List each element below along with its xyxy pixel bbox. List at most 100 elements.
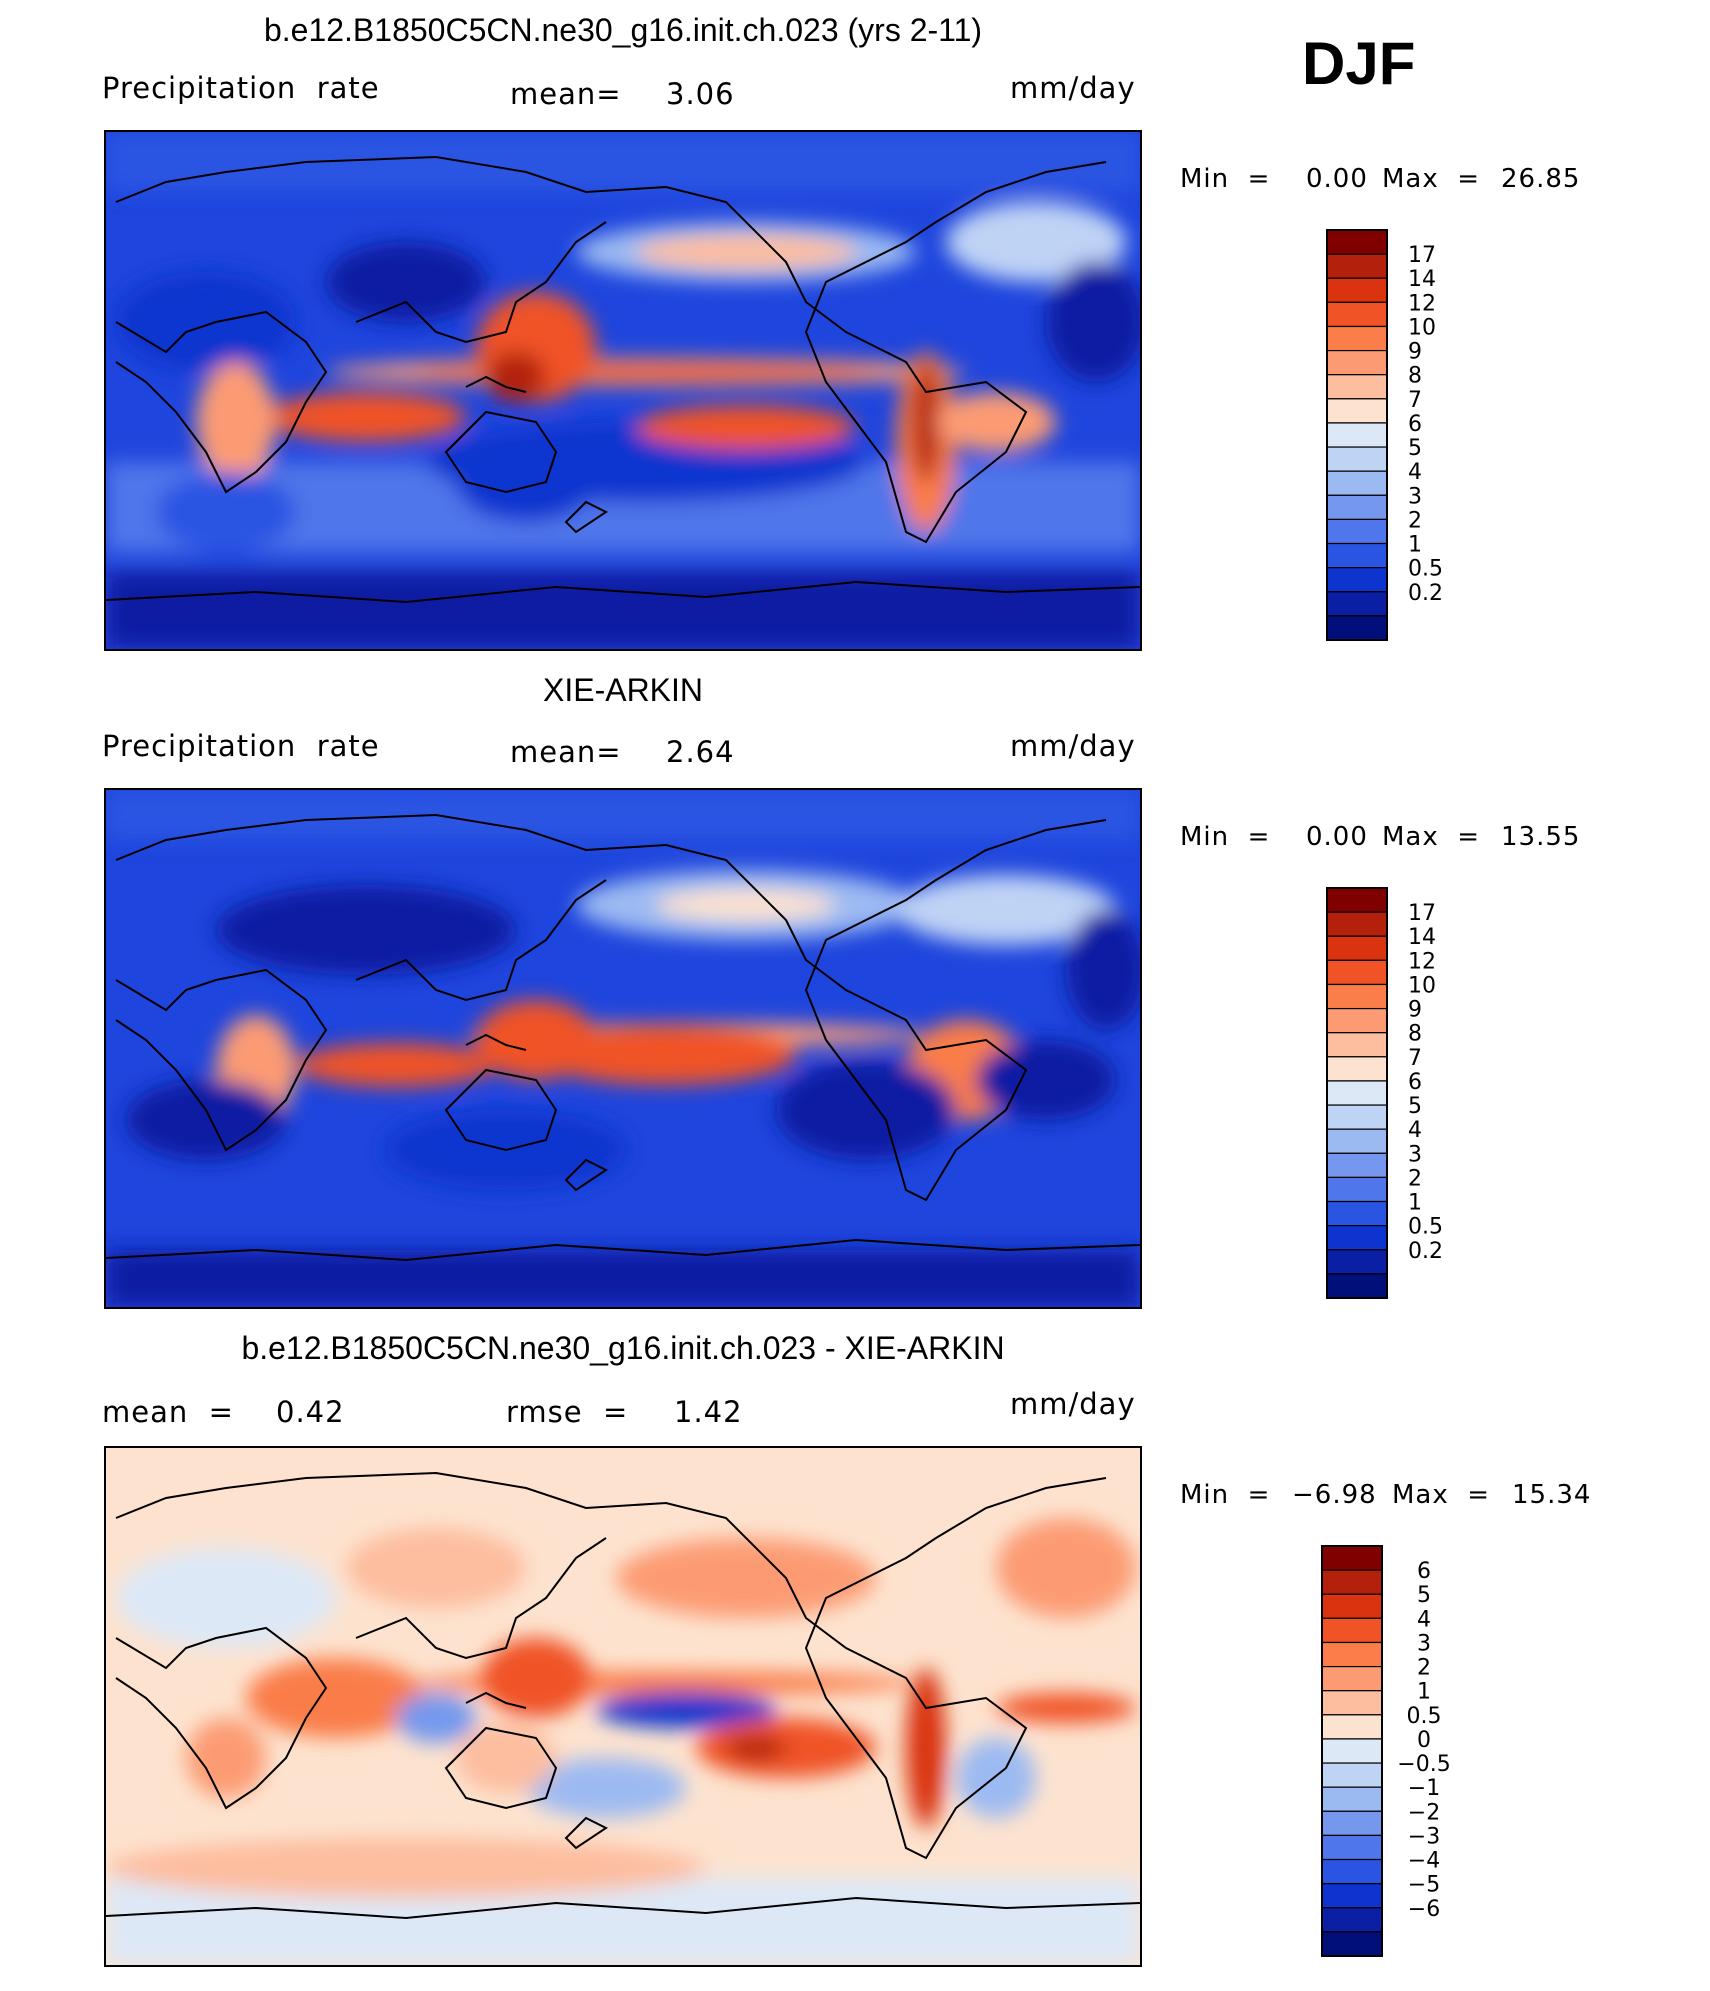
colorbar-tick-label: 10 bbox=[1408, 315, 1436, 340]
colorbar-tick-label: 2 bbox=[1408, 1166, 1422, 1191]
colorbar-swatch bbox=[1326, 887, 1388, 913]
panel3-units: mm/day bbox=[1010, 1387, 1136, 1421]
colorbar-tick-label: 0 bbox=[1417, 1728, 1431, 1753]
colorbar-tick-label: 0.2 bbox=[1408, 1239, 1443, 1264]
colorbar-frame bbox=[1326, 887, 1388, 1299]
panel1-units: mm/day bbox=[1010, 71, 1136, 105]
colorbar-tick-label: 0.5 bbox=[1408, 557, 1443, 582]
colorbar-swatch bbox=[1321, 1617, 1383, 1644]
colorbar-swatch bbox=[1326, 983, 1388, 1010]
colorbar-swatch bbox=[1321, 1738, 1383, 1764]
panel2-min-value: 0.00 bbox=[1306, 822, 1368, 852]
panel2-min-label: Min = bbox=[1180, 822, 1271, 852]
panel2-variable-label: Precipitation rate bbox=[102, 729, 380, 763]
colorbar-swatch bbox=[1326, 1273, 1388, 1299]
panel3-min-value: −6.98 bbox=[1292, 1480, 1377, 1510]
colorbar-tick-label: 2 bbox=[1408, 508, 1422, 533]
colorbar-swatch bbox=[1321, 1762, 1383, 1788]
colorbar-tick-label: 9 bbox=[1408, 340, 1422, 365]
colorbar-tick-label: 17 bbox=[1408, 901, 1436, 926]
colorbar-swatch bbox=[1326, 301, 1388, 328]
colorbar-tick-label: 12 bbox=[1408, 949, 1436, 974]
panel1-precip-field bbox=[106, 132, 1140, 649]
colorbar-tick-label: −2 bbox=[1408, 1800, 1440, 1825]
panel3-rmse-value: 1.42 bbox=[674, 1395, 743, 1429]
colorbar-swatch bbox=[1326, 567, 1388, 593]
colorbar-tick-label: −3 bbox=[1408, 1824, 1440, 1849]
colorbar-swatch bbox=[1326, 1152, 1388, 1179]
panel1-max-label: Max = bbox=[1382, 164, 1481, 194]
colorbar-swatch bbox=[1326, 470, 1388, 496]
colorbar-swatch bbox=[1326, 229, 1388, 255]
panel2-mean-label: mean= bbox=[510, 735, 622, 769]
colorbar-swatch bbox=[1326, 518, 1388, 545]
colorbar-swatch bbox=[1326, 542, 1388, 569]
panel1-min-value: 0.00 bbox=[1306, 164, 1368, 194]
colorbar-swatch bbox=[1321, 1858, 1383, 1885]
colorbar-swatch bbox=[1326, 615, 1388, 641]
colorbar-tick-label: −5 bbox=[1408, 1873, 1440, 1898]
colorbar-swatch bbox=[1321, 1834, 1383, 1861]
colorbar-swatch bbox=[1321, 1641, 1383, 1668]
panel3-max-value: 15.34 bbox=[1512, 1480, 1592, 1510]
colorbar-tick-label: 6 bbox=[1417, 1559, 1431, 1584]
colorbar-tick-label: 4 bbox=[1417, 1607, 1431, 1632]
colorbar-swatch bbox=[1326, 325, 1388, 352]
colorbar-tick-label: 3 bbox=[1408, 484, 1422, 509]
colorbar-tick-label: 3 bbox=[1417, 1631, 1431, 1656]
panel2-map bbox=[104, 788, 1142, 1309]
panel3-mean-value: 0.42 bbox=[276, 1395, 345, 1429]
panel1-mean-value: 3.06 bbox=[666, 77, 735, 111]
panel1-title: b.e12.B1850C5CN.ne30_g16.init.ch.023 (yr… bbox=[263, 12, 983, 48]
colorbar-swatch bbox=[1326, 422, 1388, 448]
colorbar-frame bbox=[1321, 1545, 1383, 1957]
colorbar-tick-label: 5 bbox=[1408, 1094, 1422, 1119]
panel2-mean-value: 2.64 bbox=[666, 735, 735, 769]
colorbar-swatch bbox=[1326, 1032, 1388, 1058]
colorbar-tick-label: 6 bbox=[1408, 412, 1422, 437]
colorbar-tick-label: 2 bbox=[1417, 1656, 1431, 1681]
panel3-max-label: Max = bbox=[1392, 1480, 1491, 1510]
colorbar-swatch bbox=[1326, 349, 1388, 376]
colorbar-swatch bbox=[1326, 591, 1388, 617]
panel1-mean-label: mean= bbox=[510, 77, 622, 111]
panel1-map-svg bbox=[106, 132, 1140, 649]
colorbar-tick-label: 4 bbox=[1408, 1118, 1422, 1143]
colorbar-swatch bbox=[1326, 277, 1388, 303]
colorbar-swatch bbox=[1326, 1080, 1388, 1106]
panel1-min-label: Min = bbox=[1180, 164, 1271, 194]
colorbar-swatch bbox=[1326, 935, 1388, 961]
colorbar-swatch bbox=[1321, 1931, 1383, 1957]
colorbar-tick-label: −0.5 bbox=[1397, 1752, 1450, 1777]
panel2-precip-field bbox=[106, 790, 1140, 1307]
colorbar-swatch bbox=[1321, 1883, 1383, 1909]
colorbar-tick-label: 7 bbox=[1408, 388, 1422, 413]
colorbar-swatch bbox=[1326, 398, 1388, 424]
colorbar-swatch bbox=[1326, 253, 1388, 279]
colorbar-tick-label: 17 bbox=[1408, 243, 1436, 268]
panel3-coastlines bbox=[106, 1471, 1140, 1920]
panel2-title: XIE-ARKIN bbox=[542, 672, 704, 708]
panel3-rmse-label: rmse = bbox=[506, 1395, 629, 1429]
colorbar-tick-label: 0.5 bbox=[1407, 1704, 1442, 1729]
colorbar-tick-label: 1 bbox=[1417, 1680, 1431, 1705]
colorbar-swatch bbox=[1321, 1810, 1383, 1837]
colorbar-swatch bbox=[1321, 1569, 1383, 1595]
colorbar-swatch bbox=[1326, 1056, 1388, 1082]
panel3-diff-field bbox=[106, 1518, 1140, 1965]
colorbar-swatch bbox=[1321, 1786, 1383, 1812]
colorbar-swatch bbox=[1321, 1690, 1383, 1716]
colorbar-swatch bbox=[1326, 1225, 1388, 1251]
panel1-max-value: 26.85 bbox=[1501, 164, 1581, 194]
colorbar-tick-label: 5 bbox=[1408, 436, 1422, 461]
colorbar-swatch bbox=[1321, 1907, 1383, 1933]
colorbar-swatch bbox=[1326, 494, 1388, 521]
colorbar-tick-label: 14 bbox=[1408, 267, 1436, 292]
colorbar-swatch bbox=[1326, 1128, 1388, 1154]
panel2-max-value: 13.55 bbox=[1501, 822, 1581, 852]
colorbar-tick-label: 3 bbox=[1408, 1142, 1422, 1167]
panel3-map bbox=[104, 1446, 1142, 1967]
colorbar-frame bbox=[1326, 229, 1388, 641]
